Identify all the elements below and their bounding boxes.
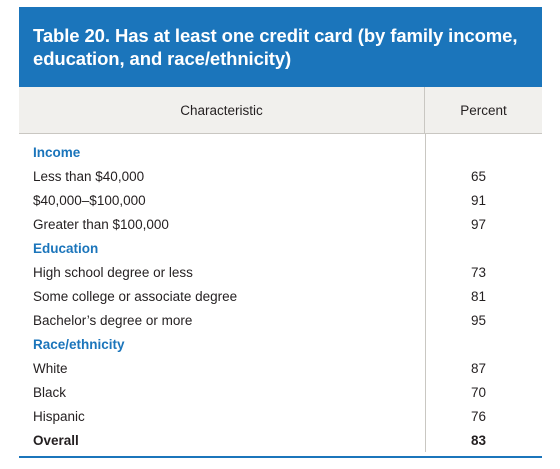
row-value: 87	[470, 360, 486, 376]
table-row: High school degree or less 73	[19, 260, 542, 284]
row-label: High school degree or less	[33, 264, 193, 280]
row-label: Black	[33, 384, 67, 400]
column-header-characteristic: Characteristic	[19, 87, 425, 133]
section-row-education: Education	[19, 236, 542, 260]
column-header-percent: Percent	[460, 102, 507, 118]
table-header-row: Characteristic Percent	[19, 87, 542, 134]
column-divider	[425, 134, 426, 452]
section-heading: Income	[33, 144, 81, 160]
overall-row: Overall 83	[19, 428, 542, 452]
row-label: $40,000–$100,000	[33, 192, 146, 208]
row-label: White	[33, 360, 68, 376]
section-row-race-ethnicity: Race/ethnicity	[19, 332, 542, 356]
row-value: 73	[470, 264, 486, 280]
table-row: Some college or associate degree 81	[19, 284, 542, 308]
row-value: 70	[470, 384, 486, 400]
row-value: 95	[470, 312, 486, 328]
table-row: Greater than $100,000 97	[19, 212, 542, 236]
row-value: 81	[470, 288, 486, 304]
section-heading: Race/ethnicity	[33, 336, 125, 352]
row-label: Some college or associate degree	[33, 288, 238, 304]
row-value: 65	[470, 168, 486, 184]
table-row: White 87	[19, 356, 542, 380]
table-row: Bachelor’s degree or more 95	[19, 308, 542, 332]
table-row: Hispanic 76	[19, 404, 542, 428]
row-label: Hispanic	[33, 408, 85, 424]
table-title: Table 20. Has at least one credit card (…	[19, 7, 542, 87]
table-row: $40,000–$100,000 91	[19, 188, 542, 212]
row-value: 76	[470, 408, 486, 424]
table-row: Black 70	[19, 380, 542, 404]
row-value: 97	[470, 216, 486, 232]
data-table: Table 20. Has at least one credit card (…	[19, 7, 542, 458]
row-label: Bachelor’s degree or more	[33, 312, 193, 328]
row-label: Less than $40,000	[33, 168, 145, 184]
section-heading: Education	[33, 240, 99, 256]
row-label: Greater than $100,000	[33, 216, 169, 232]
overall-label: Overall	[33, 432, 79, 448]
overall-value: 83	[470, 432, 486, 448]
row-value: 91	[470, 192, 486, 208]
section-row-income: Income	[19, 140, 542, 164]
table-body: Income Less than $40,000 65 $40,000–$100…	[19, 134, 542, 452]
table-row: Less than $40,000 65	[19, 164, 542, 188]
table-bottom-rule	[19, 456, 542, 458]
